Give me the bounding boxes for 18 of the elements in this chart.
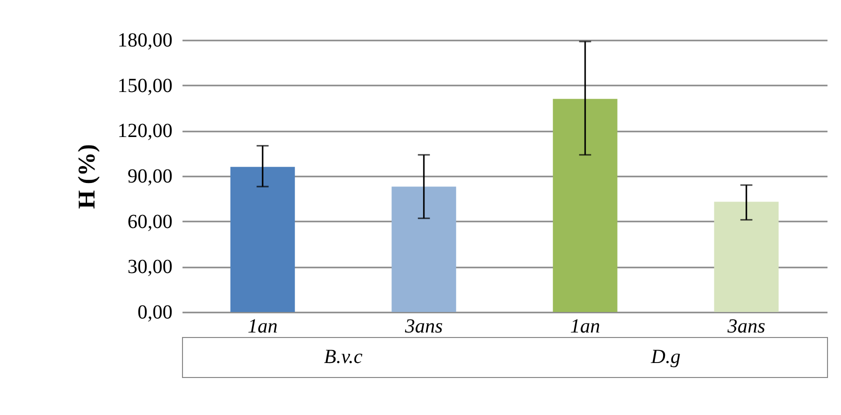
x-tick-label: 3ans: [404, 316, 443, 338]
bar: [552, 98, 618, 312]
text: D.g: [650, 346, 680, 368]
y-tick-label: 90,00: [128, 166, 172, 188]
y-tick-label: 180,00: [118, 30, 172, 52]
y-tick-label: 30,00: [128, 256, 172, 278]
x-tick-label: 1an: [570, 316, 600, 338]
y-tick-label: 150,00: [118, 74, 172, 97]
bar: [230, 166, 295, 312]
y-tick-label: 0,00: [138, 302, 172, 324]
bar: [392, 186, 456, 312]
bar: [714, 202, 779, 312]
x-tick-label: 1an: [248, 316, 278, 338]
x-tick-label: 3ans: [726, 316, 766, 338]
text: B.v.c: [324, 346, 363, 368]
y-tick-label: 60,00: [128, 210, 172, 233]
y-axis-title: H (%): [74, 144, 100, 209]
y-tick-label: 120,00: [118, 120, 172, 142]
